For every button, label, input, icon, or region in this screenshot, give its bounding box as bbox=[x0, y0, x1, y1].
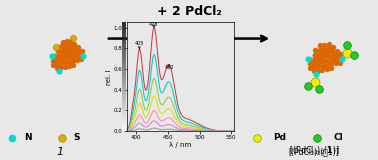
Text: Cl: Cl bbox=[333, 133, 343, 142]
Text: 405: 405 bbox=[135, 41, 144, 49]
Text: N: N bbox=[24, 133, 31, 142]
Text: [(PdCl$_2$)$_2$($\mathbf{1}$)]: [(PdCl$_2$)$_2$($\mathbf{1}$)] bbox=[288, 145, 340, 157]
Text: + 2 PdCl₂: + 2 PdCl₂ bbox=[156, 5, 222, 18]
Y-axis label: rel. I: rel. I bbox=[106, 69, 112, 84]
Text: 428: 428 bbox=[149, 21, 158, 27]
Text: 1: 1 bbox=[56, 147, 63, 157]
Text: S: S bbox=[74, 133, 80, 142]
Text: 452: 452 bbox=[164, 65, 174, 70]
Text: Pd: Pd bbox=[273, 133, 286, 142]
Text: [(PdCl₂)₂(1)]: [(PdCl₂)₂(1)] bbox=[289, 148, 339, 156]
X-axis label: λ / nm: λ / nm bbox=[169, 142, 192, 148]
